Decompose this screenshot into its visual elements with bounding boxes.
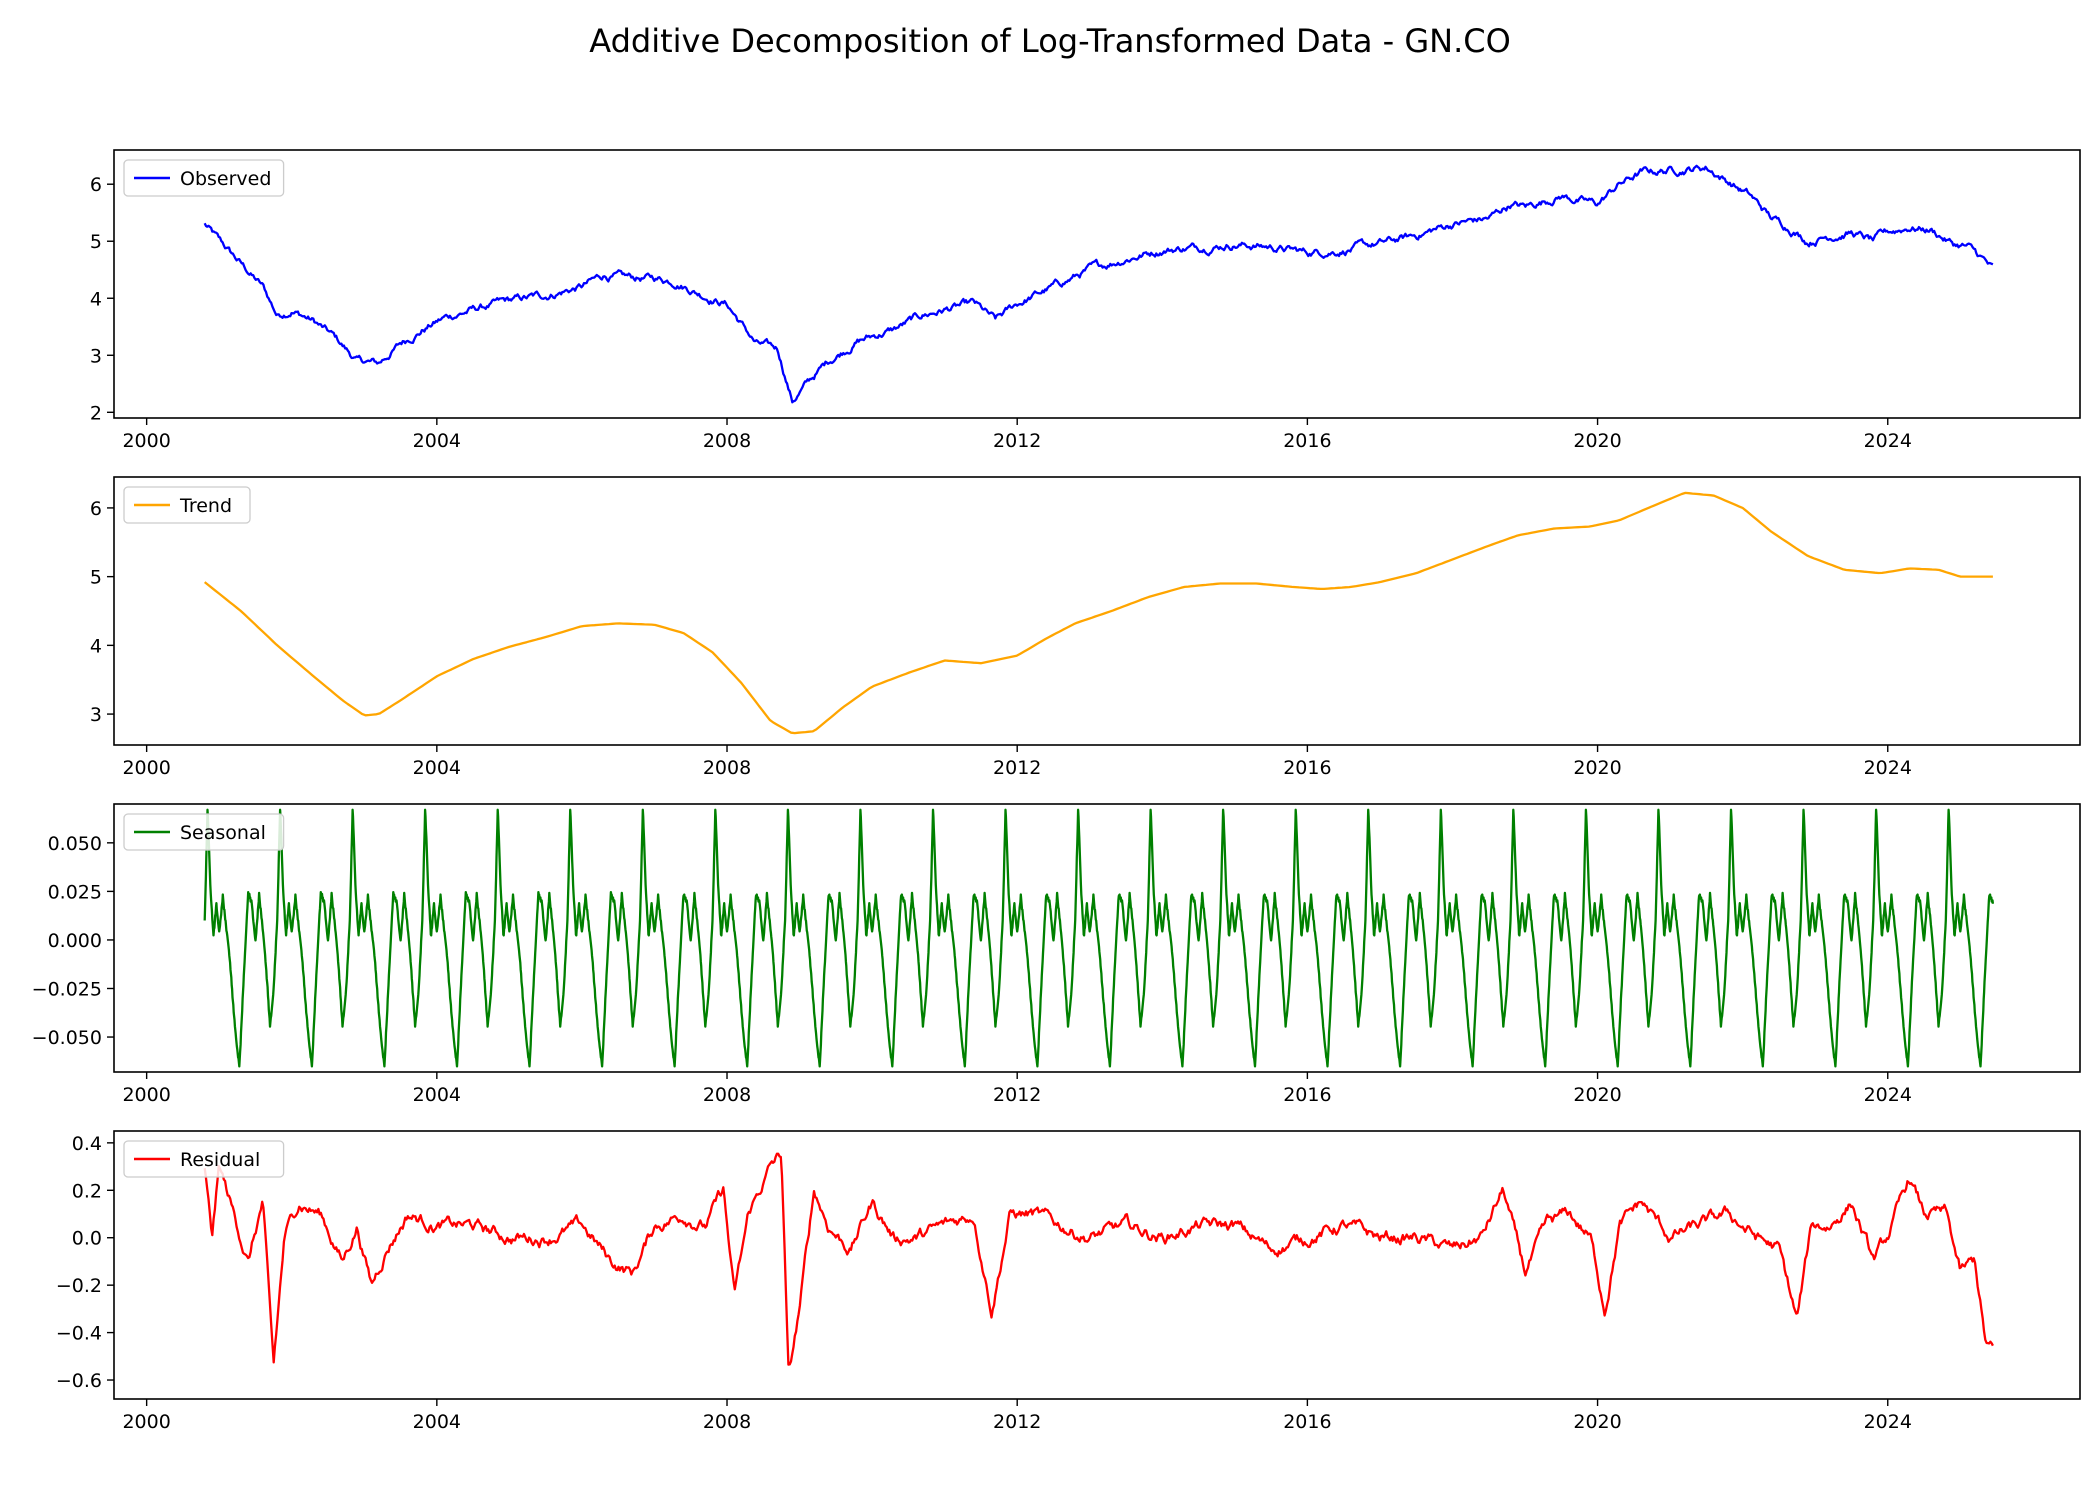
trend-panel: 2000 2004 2008 2012 2016 2020 2024 3 4 5 6 Trend (90, 476, 2081, 779)
seasonal-x-tick-label: 2008 (703, 1084, 751, 1106)
residual-y-tick-label: 0.2 (72, 1180, 102, 1202)
seasonal-series-line (203, 808, 1995, 1068)
seasonal-y-tick-label: 0.000 (48, 930, 102, 952)
seasonal-legend: Seasonal (123, 813, 285, 851)
residual-y-tick-label: −0.2 (56, 1275, 102, 1297)
seasonal-y-tick-label: −0.050 (32, 1027, 102, 1049)
residual-y-tick-label: 0.0 (72, 1228, 102, 1250)
observed-x-tick-label: 2020 (1573, 430, 1621, 452)
residual-x-tick-label: 2004 (413, 1411, 461, 1433)
observed-x-tick-label: 2012 (993, 430, 1041, 452)
residual-x-tick-label: 2024 (1864, 1411, 1912, 1433)
trend-x-tick-label: 2016 (1283, 757, 1331, 779)
observed-y-tick-label: 2 (90, 402, 102, 424)
trend-legend-label: Trend (179, 495, 232, 517)
observed-y-tick-label: 4 (90, 288, 102, 310)
residual-x-tick-label: 2012 (993, 1411, 1041, 1433)
trend-x-tick-label: 2000 (122, 757, 170, 779)
seasonal-y-tick-label: −0.025 (32, 978, 102, 1000)
figure-title: Additive Decomposition of Log-Transforme… (589, 22, 1511, 60)
observed-x-tick-label: 2024 (1864, 430, 1912, 452)
seasonal-x-tick-label: 2004 (413, 1084, 461, 1106)
seasonal-axes-frame (113, 803, 2081, 1073)
seasonal-y-tick-label: 0.050 (48, 833, 102, 855)
trend-x-tick-label: 2012 (993, 757, 1041, 779)
residual-series-line (203, 1152, 1994, 1366)
trend-legend-box (123, 486, 251, 524)
seasonal-x-tick-label: 2012 (993, 1084, 1041, 1106)
trend-y-tick-label: 5 (90, 567, 102, 589)
observed-legend-box (123, 159, 285, 197)
seasonal-panel: 2000 2004 2008 2012 2016 2020 2024 0.050 0.025 0.… (32, 803, 2081, 1106)
residual-y-tick-label: 0.4 (72, 1133, 102, 1155)
observed-panel: 2000 2004 2008 2012 2016 2020 2024 2 3 4 5 6 Observe… (90, 149, 2081, 452)
observed-legend: Observed (123, 159, 285, 197)
seasonal-x-tick-label: 2020 (1573, 1084, 1621, 1106)
seasonal-y-tick-label: 0.025 (48, 881, 102, 903)
seasonal-x-tick-label: 2016 (1283, 1084, 1331, 1106)
residual-y-tick-label: −0.4 (56, 1323, 102, 1345)
observed-x-tick-label: 2004 (413, 430, 461, 452)
observed-legend-label: Observed (180, 168, 271, 190)
trend-x-tick-label: 2020 (1573, 757, 1621, 779)
trend-axes-frame (113, 476, 2081, 746)
residual-x-tick-label: 2020 (1573, 1411, 1621, 1433)
residual-x-tick-label: 2008 (703, 1411, 751, 1433)
residual-legend-label: Residual (180, 1149, 260, 1171)
observed-x-tick-label: 2016 (1283, 430, 1331, 452)
observed-x-tick-label: 2008 (703, 430, 751, 452)
residual-legend: Residual (123, 1140, 285, 1178)
residual-x-tick-label: 2000 (122, 1411, 170, 1433)
seasonal-x-tick-label: 2024 (1864, 1084, 1912, 1106)
residual-panel: 2000 2004 2008 2012 2016 2020 2024 0.4 0.2 0.0 −0.… (56, 1130, 2081, 1433)
trend-y-tick-label: 4 (90, 635, 102, 657)
residual-axes-frame (113, 1130, 2081, 1400)
seasonal-legend-label: Seasonal (180, 822, 266, 844)
trend-x-tick-label: 2024 (1864, 757, 1912, 779)
observed-x-tick-label: 2000 (122, 430, 170, 452)
trend-legend: Trend (123, 486, 251, 524)
trend-x-tick-label: 2004 (413, 757, 461, 779)
trend-y-tick-label: 6 (90, 498, 102, 520)
observed-series-line (203, 164, 1994, 404)
trend-x-tick-label: 2008 (703, 757, 751, 779)
trend-series-line (203, 491, 1993, 735)
observed-y-tick-label: 6 (90, 174, 102, 196)
trend-y-tick-label: 3 (90, 704, 102, 726)
observed-y-tick-label: 3 (90, 345, 102, 367)
residual-y-tick-label: −0.6 (56, 1370, 102, 1392)
seasonal-legend-box (123, 813, 285, 851)
observed-y-tick-label: 5 (90, 231, 102, 253)
residual-legend-box (123, 1140, 285, 1178)
residual-x-tick-label: 2016 (1283, 1411, 1331, 1433)
seasonal-x-tick-label: 2000 (122, 1084, 170, 1106)
observed-axes-frame (113, 149, 2081, 419)
